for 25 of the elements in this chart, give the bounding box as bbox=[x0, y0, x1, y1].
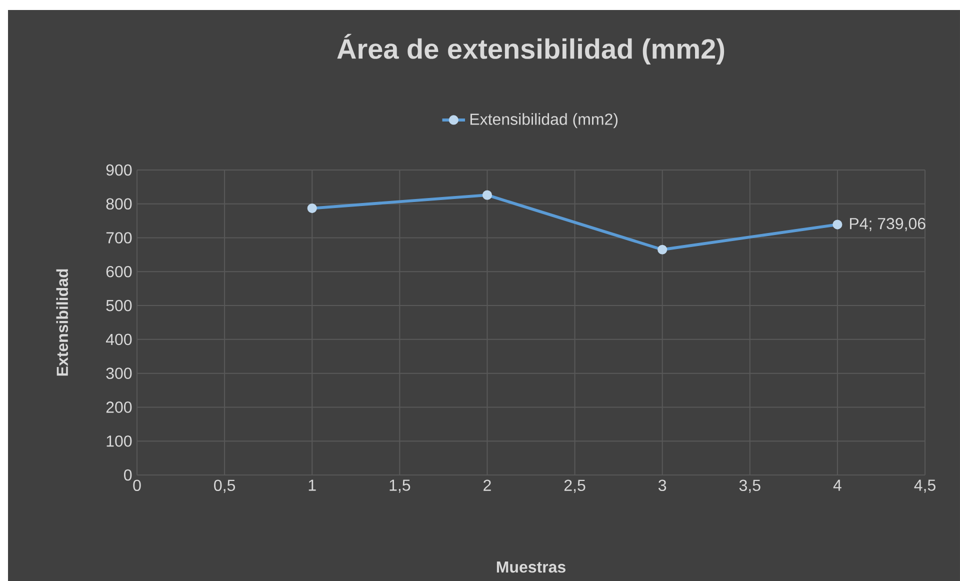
x-tick-label: 1,5 bbox=[390, 480, 410, 493]
x-tick-label: 2,5 bbox=[564, 480, 586, 493]
y-tick-label: 500 bbox=[106, 300, 132, 312]
y-tick-label: 200 bbox=[106, 402, 132, 413]
y-tick-label: 0 bbox=[124, 469, 132, 481]
y-tick-label: 700 bbox=[106, 232, 132, 244]
x-tick-label: 4 bbox=[833, 480, 842, 491]
y-axis-title: Extensibilidad bbox=[56, 269, 68, 376]
x-tick-label: 2 bbox=[484, 480, 491, 491]
x-tick-label: 0 bbox=[133, 480, 141, 492]
y-tick-label: 800 bbox=[106, 198, 132, 210]
data-label: P4; 739,06 bbox=[850, 218, 926, 232]
legend-label: Extensibilidad (mm2) bbox=[470, 113, 618, 128]
y-tick-label: 300 bbox=[106, 368, 132, 379]
x-axis-title: Muestras bbox=[496, 562, 566, 573]
y-tick-label: 600 bbox=[106, 266, 132, 278]
x-tick-label: 4,5 bbox=[914, 480, 936, 493]
x-tick-label: 0,5 bbox=[214, 480, 236, 493]
y-tick-label: 400 bbox=[106, 334, 132, 346]
y-tick-label: 900 bbox=[106, 164, 132, 176]
x-tick-label: 3,5 bbox=[739, 480, 760, 493]
y-tick-label: 100 bbox=[106, 435, 132, 447]
x-tick-label: 1 bbox=[308, 480, 316, 491]
x-tick-label: 3 bbox=[658, 480, 666, 492]
chart-title: Área de extensibilidad (mm2) bbox=[337, 34, 724, 64]
